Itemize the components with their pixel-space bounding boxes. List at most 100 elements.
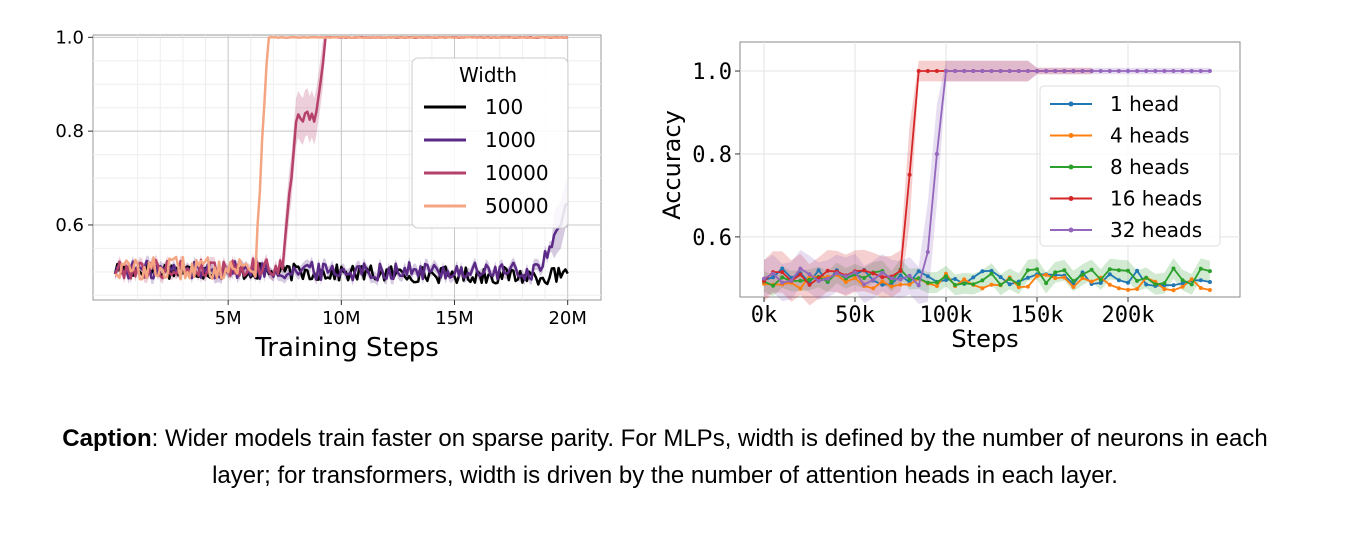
data-point	[962, 281, 967, 286]
data-point	[1071, 285, 1076, 289]
data-point	[1025, 284, 1030, 289]
data-point	[1180, 69, 1185, 73]
legend-label: 32 heads	[1110, 218, 1202, 242]
data-point	[1116, 268, 1121, 273]
data-point	[1144, 275, 1149, 280]
x-tick-label: 50k	[835, 303, 875, 328]
data-point	[1107, 267, 1112, 272]
caption-text: : Wider models train faster on sparse pa…	[151, 425, 1268, 489]
data-point	[1144, 69, 1149, 73]
data-point	[1016, 285, 1021, 290]
data-point	[1180, 281, 1185, 286]
data-point	[1135, 268, 1140, 273]
data-point	[980, 278, 985, 283]
data-point	[1135, 69, 1140, 73]
data-point	[834, 271, 839, 276]
data-point	[843, 280, 848, 284]
data-point	[816, 268, 821, 273]
data-point	[1126, 268, 1130, 273]
data-point	[1044, 69, 1049, 73]
data-point	[944, 274, 948, 279]
data-point	[862, 268, 867, 273]
data-point	[998, 69, 1003, 73]
data-point	[798, 272, 803, 277]
legend-box	[1039, 85, 1221, 247]
x-tick-label: 15M	[435, 308, 473, 329]
data-point	[780, 270, 785, 275]
data-point	[1153, 69, 1158, 73]
legend-label: 4 heads	[1110, 124, 1189, 148]
y-tick-label: 0.8	[692, 143, 732, 168]
data-point	[807, 272, 812, 277]
data-point	[871, 271, 876, 276]
data-point	[789, 278, 794, 283]
data-point	[780, 275, 785, 280]
data-point	[989, 271, 994, 276]
data-point	[1044, 281, 1049, 286]
data-point	[1080, 276, 1085, 281]
y-tick-label: 0.6	[692, 226, 732, 251]
data-point	[1025, 268, 1030, 273]
data-point	[1171, 283, 1176, 288]
data-point	[780, 280, 785, 285]
data-point	[971, 282, 976, 287]
data-point	[1062, 69, 1067, 73]
data-point	[1116, 278, 1121, 283]
x-axis-title: Training Steps	[254, 333, 439, 363]
data-point	[953, 283, 958, 287]
data-point	[1016, 281, 1021, 286]
x-tick-label: 150k	[1011, 303, 1064, 328]
data-point	[853, 276, 857, 280]
data-point	[934, 69, 939, 73]
data-point	[1116, 286, 1121, 291]
data-point	[1025, 69, 1030, 73]
data-point	[871, 286, 876, 291]
x-axis-ticks: 5M 10M 15M 20M	[215, 300, 587, 329]
data-point	[1035, 69, 1039, 73]
data-point	[916, 283, 921, 288]
data-point	[1135, 287, 1140, 291]
data-point	[771, 283, 776, 288]
data-point	[1171, 69, 1176, 73]
data-point	[843, 274, 848, 279]
data-point	[1098, 277, 1103, 282]
legend-label: 1000	[485, 128, 536, 152]
figure-caption: Caption: Wider models train faster on sp…	[40, 420, 1290, 494]
data-point	[1062, 275, 1067, 280]
data-point	[1180, 278, 1185, 283]
x-tick-label: 10M	[322, 308, 360, 329]
legend: 1 head 4 heads 8 heads 16 heads 32 heads	[1039, 85, 1221, 247]
data-point	[816, 276, 821, 281]
data-point	[1207, 269, 1212, 274]
data-point	[989, 69, 994, 73]
data-point	[1207, 69, 1212, 73]
x-tick-label: 20M	[548, 308, 586, 329]
legend-label: 16 heads	[1110, 187, 1202, 211]
data-point	[1189, 282, 1194, 287]
data-point	[1044, 272, 1049, 277]
y-axis-title: Accuracy	[658, 110, 686, 220]
data-point	[1062, 268, 1067, 273]
data-point	[1071, 279, 1076, 284]
data-point	[889, 279, 894, 284]
data-point	[934, 280, 939, 285]
data-point	[1035, 274, 1039, 279]
data-point	[825, 268, 830, 273]
legend-marker	[1068, 101, 1074, 107]
mlp-width-chart: 5M 10M 15M 20M 0.6 0.8 1.0 Training Steps Wid…	[55, 27, 602, 363]
data-point	[798, 266, 803, 271]
data-point	[780, 266, 785, 271]
legend-label: 8 heads	[1110, 155, 1189, 179]
data-point	[907, 172, 912, 177]
data-point	[1162, 281, 1167, 286]
data-point	[1198, 286, 1203, 290]
data-point	[1035, 267, 1039, 272]
data-point	[1126, 287, 1130, 292]
data-point	[916, 269, 921, 274]
legend-label: 10000	[485, 161, 549, 185]
data-point	[1171, 266, 1176, 271]
data-point	[880, 282, 885, 287]
data-point	[925, 274, 930, 279]
data-point	[1007, 69, 1012, 73]
data-point	[1080, 272, 1085, 277]
